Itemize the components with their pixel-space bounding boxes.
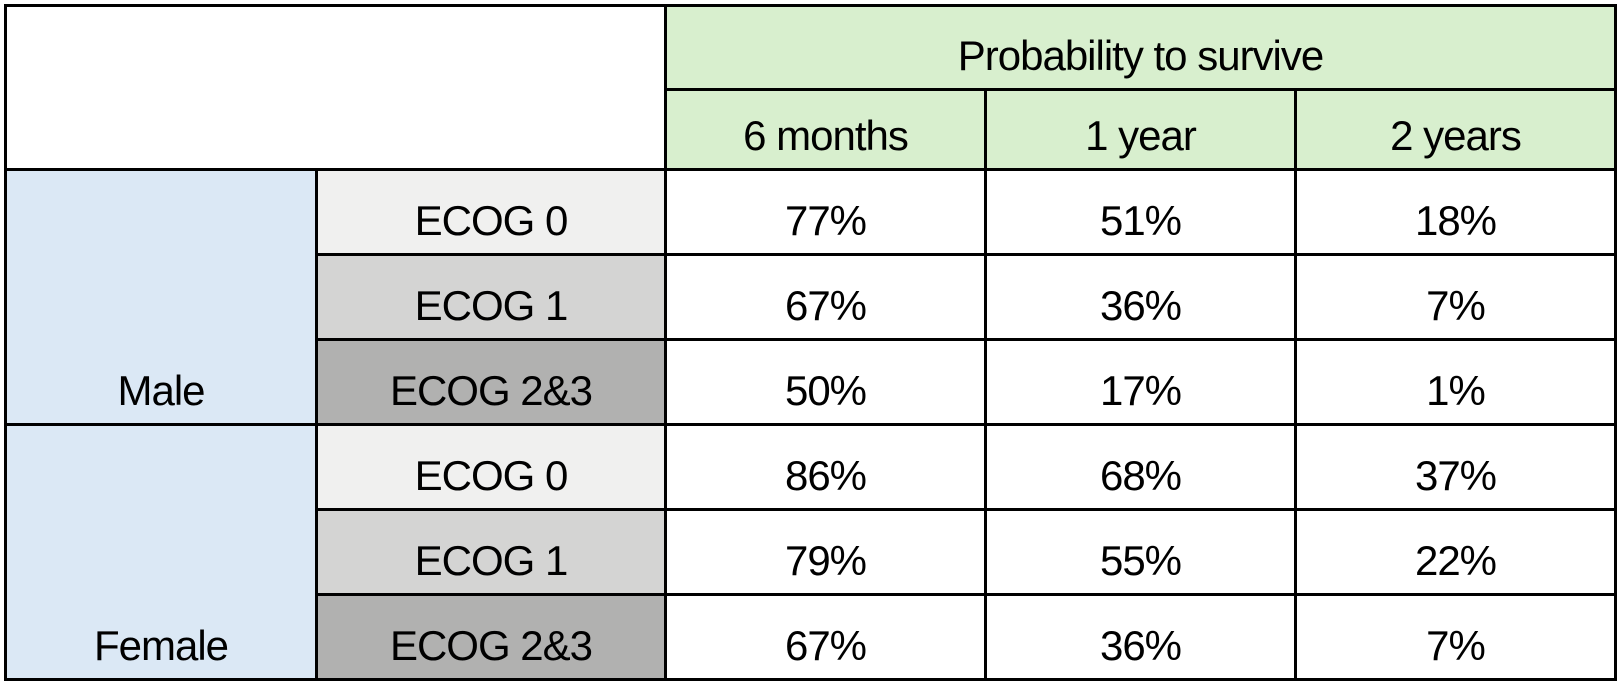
cell-female-ecog1-6months: 79%: [664, 508, 987, 596]
cell-male-ecog23-6months: 50%: [664, 338, 987, 426]
cell-male-ecog1-6months: 67%: [664, 253, 987, 341]
row-header-female-ecog-23: ECOG 2&3: [315, 593, 667, 681]
row-header-female-ecog-1: ECOG 1: [315, 508, 667, 596]
cell-male-ecog23-1year: 17%: [984, 338, 1297, 426]
cell-female-ecog23-6months: 67%: [664, 593, 987, 681]
row-header-male-ecog-1: ECOG 1: [315, 253, 667, 341]
empty-corner-cell: [4, 4, 667, 171]
row-header-male-ecog-0: ECOG 0: [315, 168, 667, 256]
column-header-6-months: 6 months: [664, 88, 987, 171]
cell-female-ecog1-1year: 55%: [984, 508, 1297, 596]
cell-female-ecog0-2years: 37%: [1293, 423, 1618, 511]
cell-male-ecog0-6months: 77%: [664, 168, 987, 256]
column-header-2-years: 2 years: [1293, 88, 1618, 171]
row-header-female-ecog-0: ECOG 0: [315, 423, 667, 511]
table-title: Probability to survive: [663, 4, 1618, 91]
cell-male-ecog0-1year: 51%: [984, 168, 1297, 256]
cell-female-ecog23-2years: 7%: [1293, 593, 1618, 681]
row-header-male-ecog-23: ECOG 2&3: [315, 338, 667, 426]
cell-female-ecog23-1year: 36%: [984, 593, 1297, 681]
cell-female-ecog0-1year: 68%: [984, 423, 1297, 511]
column-header-1-year: 1 year: [984, 88, 1297, 171]
row-group-male: Male: [4, 168, 318, 426]
row-group-female: Female: [4, 423, 318, 681]
cell-male-ecog0-2years: 18%: [1293, 168, 1618, 256]
cell-female-ecog0-6months: 86%: [664, 423, 987, 511]
cell-female-ecog1-2years: 22%: [1293, 508, 1618, 596]
cell-male-ecog1-2years: 7%: [1293, 253, 1618, 341]
survival-probability-table: Probability to survive 6 months 1 year 2…: [4, 4, 1618, 681]
cell-male-ecog23-2years: 1%: [1293, 338, 1618, 426]
cell-male-ecog1-1year: 36%: [984, 253, 1297, 341]
